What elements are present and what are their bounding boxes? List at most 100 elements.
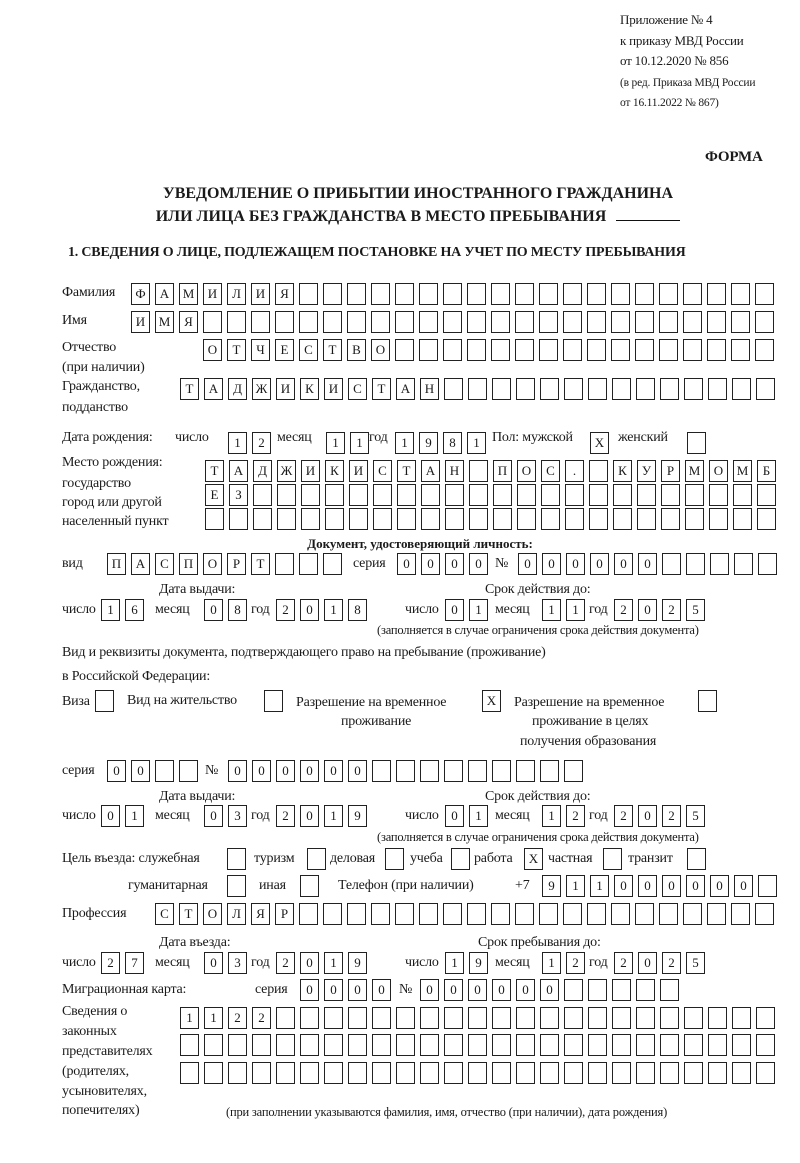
char-cell[interactable] [493,508,512,530]
char-cell[interactable]: Н [445,460,464,482]
char-cell[interactable] [734,553,753,575]
char-cell[interactable]: 0 [204,599,223,621]
char-cell[interactable] [491,339,510,361]
char-cell[interactable] [492,1034,511,1056]
char-cell[interactable] [612,1062,631,1084]
char-cell[interactable] [732,1007,751,1029]
char-cell[interactable]: С [373,460,392,482]
char-cell[interactable]: 0 [492,979,511,1001]
char-cell[interactable] [709,484,728,506]
char-cell[interactable]: 1 [324,805,343,827]
char-cell[interactable]: 1 [350,432,369,454]
char-cell[interactable]: Я [251,903,270,925]
char-cell[interactable]: 2 [252,432,271,454]
char-cell[interactable]: 1 [204,1007,223,1029]
char-cell[interactable]: 1 [542,599,561,621]
checkbox-cell[interactable] [687,848,706,870]
char-cell[interactable] [588,979,607,1001]
blank-line[interactable] [616,206,681,221]
checkbox-cell[interactable]: X [524,848,543,870]
char-cell[interactable] [565,484,584,506]
char-cell[interactable] [683,311,702,333]
char-cell[interactable]: 0 [614,875,633,897]
purpose-tourism-checkbox[interactable] [307,848,326,870]
char-cell[interactable] [517,508,536,530]
char-cell[interactable]: 0 [516,979,535,1001]
char-cell[interactable]: 0 [228,760,247,782]
char-cell[interactable] [587,283,606,305]
char-cell[interactable]: М [179,283,198,305]
char-cell[interactable] [612,979,631,1001]
char-cell[interactable] [515,903,534,925]
char-cell[interactable] [372,1007,391,1029]
char-cell[interactable]: 0 [518,553,537,575]
char-cell[interactable] [635,283,654,305]
char-cell[interactable]: 0 [638,553,657,575]
char-cell[interactable]: 2 [566,805,585,827]
char-cell[interactable]: 0 [710,875,729,897]
char-cell[interactable]: З [229,484,248,506]
char-cell[interactable]: Л [227,903,246,925]
char-cell[interactable]: 1 [542,952,561,974]
char-cell[interactable]: 1 [469,805,488,827]
char-cell[interactable] [587,311,606,333]
char-cell[interactable]: Т [179,903,198,925]
char-cell[interactable]: С [299,339,318,361]
char-cell[interactable] [756,378,775,400]
char-cell[interactable]: . [565,460,584,482]
char-cell[interactable] [252,1062,271,1084]
char-cell[interactable]: 0 [662,875,681,897]
char-cell[interactable]: 0 [276,760,295,782]
char-cell[interactable]: Т [372,378,391,400]
char-cell[interactable] [709,508,728,530]
char-cell[interactable] [756,1062,775,1084]
char-cell[interactable]: 0 [252,760,271,782]
char-cell[interactable] [323,903,342,925]
char-cell[interactable] [348,1062,367,1084]
char-cell[interactable]: 2 [566,952,585,974]
char-cell[interactable]: 0 [300,599,319,621]
char-cell[interactable]: 2 [662,952,681,974]
char-cell[interactable] [661,484,680,506]
char-cell[interactable]: 1 [467,432,486,454]
char-cell[interactable] [517,484,536,506]
char-cell[interactable] [732,1062,751,1084]
char-cell[interactable] [347,311,366,333]
char-cell[interactable]: О [203,903,222,925]
char-cell[interactable]: 0 [638,952,657,974]
char-cell[interactable] [710,553,729,575]
char-cell[interactable]: 0 [542,553,561,575]
char-cell[interactable] [491,311,510,333]
char-cell[interactable] [731,283,750,305]
char-cell[interactable]: 0 [107,760,126,782]
char-cell[interactable]: 0 [324,979,343,1001]
char-cell[interactable]: К [300,378,319,400]
char-cell[interactable] [635,903,654,925]
char-cell[interactable]: С [348,378,367,400]
char-cell[interactable] [589,460,608,482]
char-cell[interactable]: И [301,460,320,482]
char-cell[interactable]: 1 [125,805,144,827]
char-cell[interactable] [323,311,342,333]
char-cell[interactable] [469,484,488,506]
char-cell[interactable] [516,1062,535,1084]
char-cell[interactable]: И [251,283,270,305]
char-cell[interactable]: 1 [542,805,561,827]
char-cell[interactable]: 1 [445,952,464,974]
char-cell[interactable] [277,508,296,530]
char-cell[interactable] [660,378,679,400]
char-cell[interactable]: 0 [445,805,464,827]
char-cell[interactable] [755,903,774,925]
char-cell[interactable] [660,979,679,1001]
char-cell[interactable] [397,508,416,530]
char-cell[interactable] [588,1007,607,1029]
char-cell[interactable] [444,1007,463,1029]
char-cell[interactable] [659,339,678,361]
char-cell[interactable]: 2 [276,805,295,827]
char-cell[interactable] [493,484,512,506]
